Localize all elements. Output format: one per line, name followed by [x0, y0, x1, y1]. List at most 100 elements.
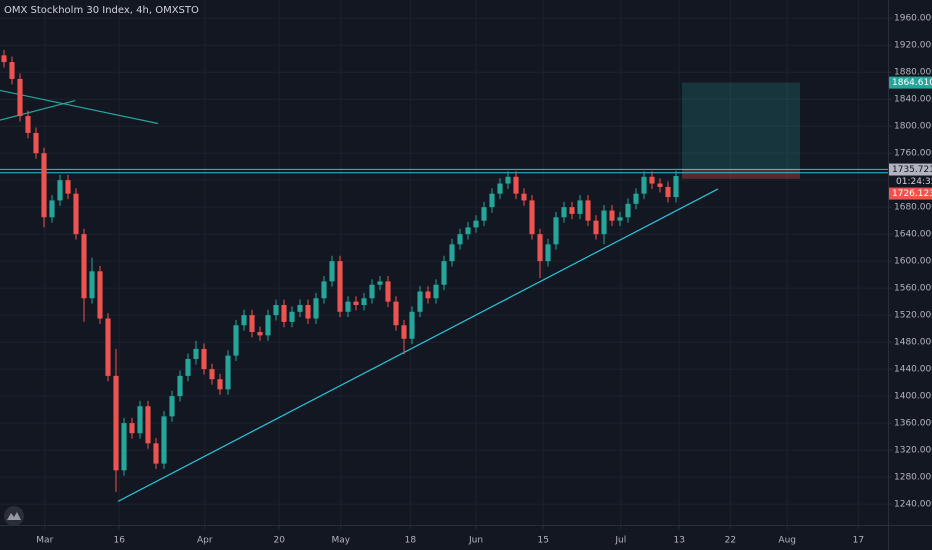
y-tick-label: 1360.0000 [894, 419, 932, 429]
countdown: 01:24:35 [896, 177, 932, 187]
candle-body [441, 261, 447, 285]
candle-body [657, 183, 663, 187]
candle-body [81, 234, 87, 299]
trend-line [117, 188, 719, 502]
candle-body [137, 406, 143, 434]
x-tick-label: Apr [197, 536, 213, 546]
candle-body [513, 176, 519, 194]
x-tick-label: Jul [614, 536, 626, 546]
candle-body [249, 315, 255, 333]
candle-body [297, 305, 303, 312]
candle-body [473, 220, 479, 228]
candle-body [129, 423, 135, 434]
candle-body [177, 375, 183, 397]
candle-body [329, 261, 335, 282]
plot-area [0, 0, 888, 525]
candle-body [305, 305, 311, 319]
candle-body [673, 176, 679, 198]
current-price-label-box [889, 187, 932, 200]
candle-body [585, 200, 591, 221]
candle-body [169, 396, 175, 417]
candle-body [537, 234, 543, 262]
candle-body [105, 318, 111, 376]
candle-body [465, 227, 471, 235]
candle-body [521, 193, 527, 201]
candle-body [73, 193, 79, 235]
candle-body [89, 271, 95, 299]
candle-body [57, 180, 63, 201]
trend-line [0, 99, 76, 121]
y-tick-label: 1680.0000 [894, 203, 932, 213]
candle-body [409, 311, 415, 339]
y-tick-label: 1840.0000 [894, 95, 932, 105]
candle-body [609, 210, 615, 221]
candle-body [345, 301, 351, 312]
candle-body [553, 217, 559, 245]
candle-body [233, 325, 239, 356]
candle-body [17, 78, 23, 117]
y-tick-label: 1280.0000 [894, 473, 932, 483]
candle-body [433, 284, 439, 299]
logo-icon[interactable] [7, 512, 21, 520]
candle-body [1, 55, 7, 63]
x-tick-label: Mar [36, 536, 53, 546]
x-tick-label: 20 [273, 536, 285, 546]
candle-body [545, 244, 551, 262]
candle-body [25, 116, 31, 133]
candle-body [561, 207, 567, 218]
candle-body [193, 348, 199, 359]
x-tick-label: 17 [853, 536, 864, 546]
candle-body [281, 305, 287, 322]
candle-body [529, 200, 535, 235]
candle-body [393, 301, 399, 326]
candle-body [481, 207, 487, 221]
candle-body [489, 193, 495, 208]
y-tick-label: 1560.0000 [894, 284, 932, 294]
candle-body [289, 311, 295, 322]
target-price-label: 1864.6100 [892, 78, 932, 88]
candle-body [641, 176, 647, 194]
candle-body [569, 207, 575, 214]
logo-circle[interactable] [4, 506, 24, 526]
candle-body [401, 325, 407, 339]
trend-line [0, 89, 159, 125]
candle-body [625, 203, 631, 218]
candle-body [185, 358, 191, 376]
candle-body [497, 183, 503, 194]
chart-title: OMX Stockholm 30 Index, 4h, OMXSTO [4, 5, 199, 16]
candle-body [9, 62, 15, 79]
stop-zone [682, 169, 800, 179]
candle-body [617, 217, 623, 221]
target-price-label-box [889, 76, 932, 89]
candle-body [361, 298, 367, 306]
candle-body [337, 261, 343, 312]
y-tick-label: 1960.0000 [894, 14, 932, 24]
x-tick-label: 22 [725, 536, 736, 546]
y-tick-label: 1440.0000 [894, 365, 932, 375]
x-tick-label: Aug [778, 536, 796, 546]
candle-body [377, 281, 383, 285]
candle-body [33, 132, 39, 154]
logo[interactable] [4, 506, 24, 526]
candle-body [577, 200, 583, 214]
y-tick-label: 1240.0000 [894, 500, 932, 510]
candle-body [353, 301, 359, 306]
candle-body [265, 315, 271, 336]
candle-body [601, 210, 607, 235]
y-tick-label: 1880.0000 [894, 68, 932, 78]
entry-price-label: 1735.7217 [892, 165, 932, 175]
y-tick-label: 1760.0000 [894, 149, 932, 159]
candle-body [217, 379, 223, 390]
candle-body [593, 220, 599, 235]
candle-body [273, 305, 279, 316]
candle-body [449, 244, 455, 262]
candle-body [369, 284, 375, 299]
candle-body [65, 180, 71, 194]
candle-body [41, 153, 47, 218]
candle-body [665, 186, 671, 198]
y-tick-label: 1520.0000 [894, 311, 932, 321]
x-tick-label: 16 [113, 536, 125, 546]
candle-body [161, 416, 167, 464]
